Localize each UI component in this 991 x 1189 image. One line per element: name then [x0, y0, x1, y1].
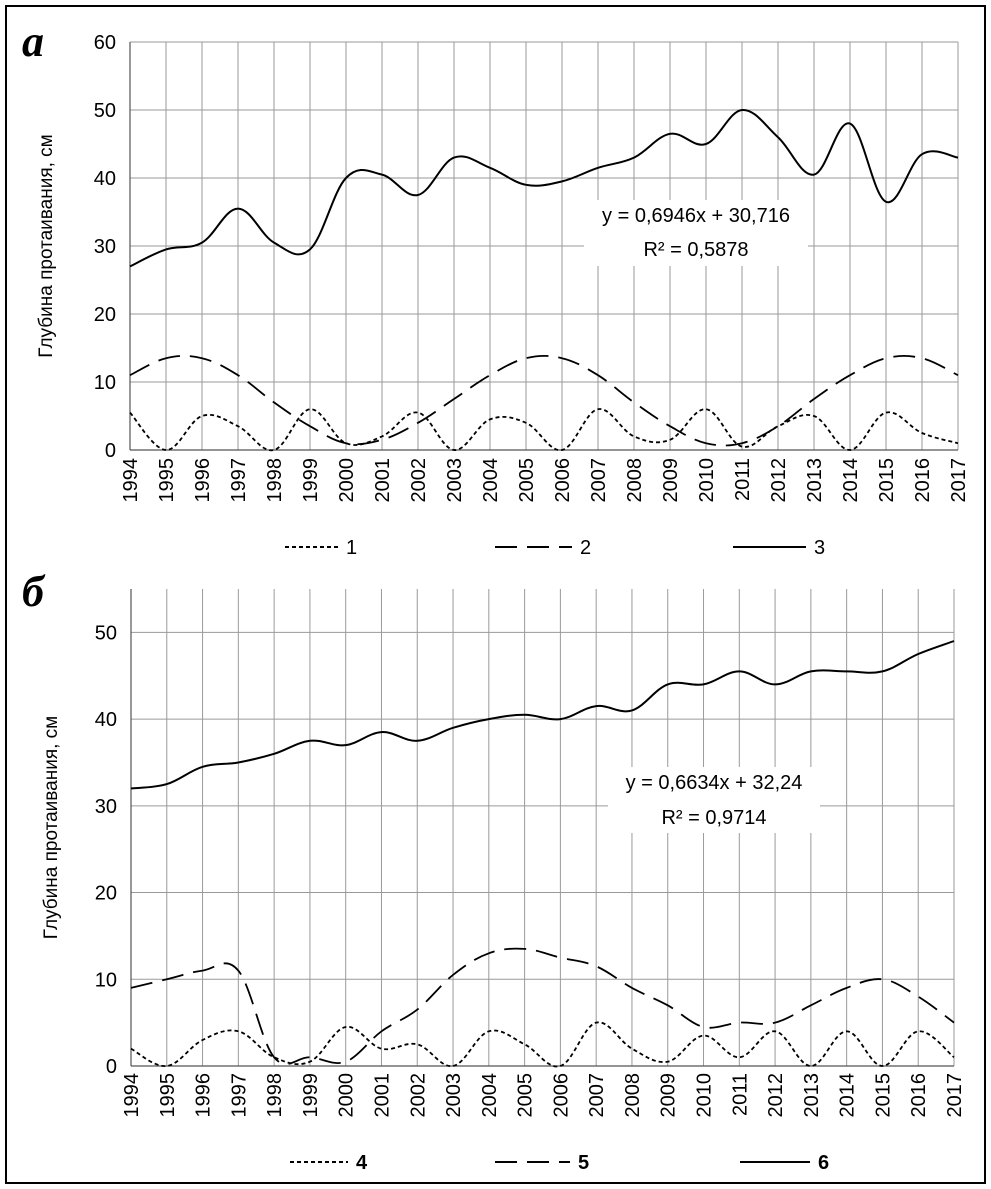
x-tick-label: 2007: [586, 1073, 608, 1118]
y-tick-label: 50: [95, 622, 117, 644]
x-tick-label: 2005: [515, 1073, 537, 1118]
y-tick-label: 40: [94, 168, 116, 190]
legend-label-4: 4: [356, 1152, 368, 1174]
y-tick-label: 0: [105, 440, 116, 462]
chart-panel-a: а 0 10 20 30 40 50 60 1994 1995 1996 1997 1998 1999…: [22, 17, 970, 559]
grid-a: [130, 41, 959, 450]
x-tick-label: 1996: [192, 458, 214, 503]
legend-b: 4 5 6: [290, 1152, 829, 1174]
trendline-equation-b: y = 0,6634x + 32,24: [626, 772, 803, 794]
y-tick-labels-b: 0 10 20 30 40 50: [95, 622, 117, 1078]
y-tick-label: 10: [95, 969, 117, 991]
panel-label-a: а: [22, 17, 44, 66]
y-tick-label: 10: [94, 372, 116, 394]
x-tick-label: 2002: [407, 1073, 429, 1118]
y-tick-label: 20: [95, 883, 117, 905]
x-tick-label: 1998: [264, 1073, 286, 1118]
y-tick-label: 50: [94, 100, 116, 122]
x-tick-label: 2010: [696, 458, 718, 503]
x-tick-label: 2016: [912, 458, 934, 503]
x-tick-label: 2011: [732, 458, 754, 501]
x-tick-label: 1997: [228, 458, 250, 503]
x-tick-label: 2015: [872, 1073, 894, 1118]
y-tick-labels-a: 0 10 20 30 40 50 60: [94, 32, 116, 462]
x-tick-label: 2000: [336, 458, 358, 503]
x-tick-label: 1999: [300, 1073, 322, 1118]
panel-label-b: б: [22, 567, 46, 616]
x-tick-label: 2011: [729, 1073, 751, 1116]
trendline-box-a: [584, 200, 808, 266]
x-tick-label: 2015: [876, 458, 898, 503]
trendline-equation-a: y = 0,6946x + 30,716: [602, 205, 790, 227]
x-tick-label: 2014: [837, 1073, 859, 1118]
x-tick-label: 2008: [624, 458, 646, 503]
x-tick-label: 1994: [120, 458, 142, 503]
y-axis-label-b: Глубина протаивания, см: [41, 716, 62, 940]
x-tick-label: 2004: [479, 1073, 501, 1118]
trendline-r2-a: R² = 0,5878: [643, 239, 748, 261]
x-tick-label: 2003: [443, 1073, 465, 1118]
legend-label-6: 6: [818, 1152, 829, 1174]
series-group-b: [130, 640, 955, 1068]
legend-label-1: 1: [346, 537, 357, 559]
y-tick-label: 30: [94, 236, 116, 258]
y-axis-label-a: Глубина протаивания, см: [36, 134, 57, 358]
x-tick-label: 2001: [371, 1073, 393, 1118]
figure-border: [5, 5, 986, 1184]
trendline-box-b: [608, 767, 820, 833]
x-tick-labels-a: 1994 1995 1996 1997 1998 1999 2000 2001 2002 2003…: [120, 458, 970, 503]
x-tick-label: 2016: [908, 1073, 930, 1118]
x-tick-label: 2013: [804, 458, 826, 503]
x-tick-label: 2002: [408, 458, 430, 503]
x-tick-label: 2017: [944, 1073, 966, 1118]
legend-a: 1 2 3: [285, 537, 825, 559]
x-tick-label: 1995: [157, 1073, 179, 1118]
x-tick-label: 2006: [552, 458, 574, 503]
x-tick-label: 2004: [480, 458, 502, 503]
series-line-3: [129, 108, 959, 268]
x-tick-label: 2001: [372, 458, 394, 503]
x-tick-label: 2014: [840, 458, 862, 503]
x-tick-label: 1999: [300, 458, 322, 503]
axes-a: [129, 42, 958, 451]
series-line-1: [129, 408, 959, 452]
x-tick-label: 2009: [658, 1073, 680, 1118]
chart-panel-b: б 0 10 20 30 40 50 1994 1995 1996 1997 1998 1999 20…: [22, 567, 966, 1174]
x-tick-label: 2008: [622, 1073, 644, 1118]
x-tick-label: 2012: [765, 1073, 787, 1118]
series-line-2: [129, 354, 959, 447]
x-tick-label: 1995: [156, 458, 178, 503]
series-group-a: [129, 108, 959, 452]
series-line-4: [130, 1021, 955, 1068]
x-tick-label: 1998: [264, 458, 286, 503]
y-tick-label: 20: [94, 304, 116, 326]
y-tick-label: 0: [106, 1056, 117, 1078]
legend-label-2: 2: [580, 537, 591, 559]
x-tick-label: 2013: [801, 1073, 823, 1118]
x-tick-label: 2007: [588, 458, 610, 503]
y-tick-label: 40: [95, 709, 117, 731]
x-tick-label: 1996: [193, 1073, 215, 1118]
x-tick-label: 2006: [550, 1073, 572, 1118]
x-tick-label: 2009: [660, 458, 682, 503]
y-tick-label: 60: [94, 32, 116, 54]
x-tick-label: 1994: [121, 1073, 143, 1118]
series-line-6: [130, 640, 955, 790]
legend-label-3: 3: [814, 537, 825, 559]
x-tick-label: 1997: [228, 1073, 250, 1118]
x-tick-label: 2012: [768, 458, 790, 503]
x-tick-label: 2003: [444, 458, 466, 503]
x-tick-label: 2000: [336, 1073, 358, 1118]
x-tick-label: 2005: [516, 458, 538, 503]
axes-b: [130, 589, 954, 1067]
y-tick-label: 30: [95, 796, 117, 818]
x-tick-label: 2017: [948, 458, 970, 503]
series-line-5: [130, 947, 955, 1065]
x-tick-labels-b: 1994 1995 1996 1997 1998 1999 2000 2001 2002 2003…: [121, 1073, 966, 1118]
x-tick-label: 2010: [694, 1073, 716, 1118]
trendline-r2-b: R² = 0,9714: [661, 807, 766, 829]
legend-label-5: 5: [578, 1152, 589, 1174]
grid-b: [131, 589, 955, 1066]
